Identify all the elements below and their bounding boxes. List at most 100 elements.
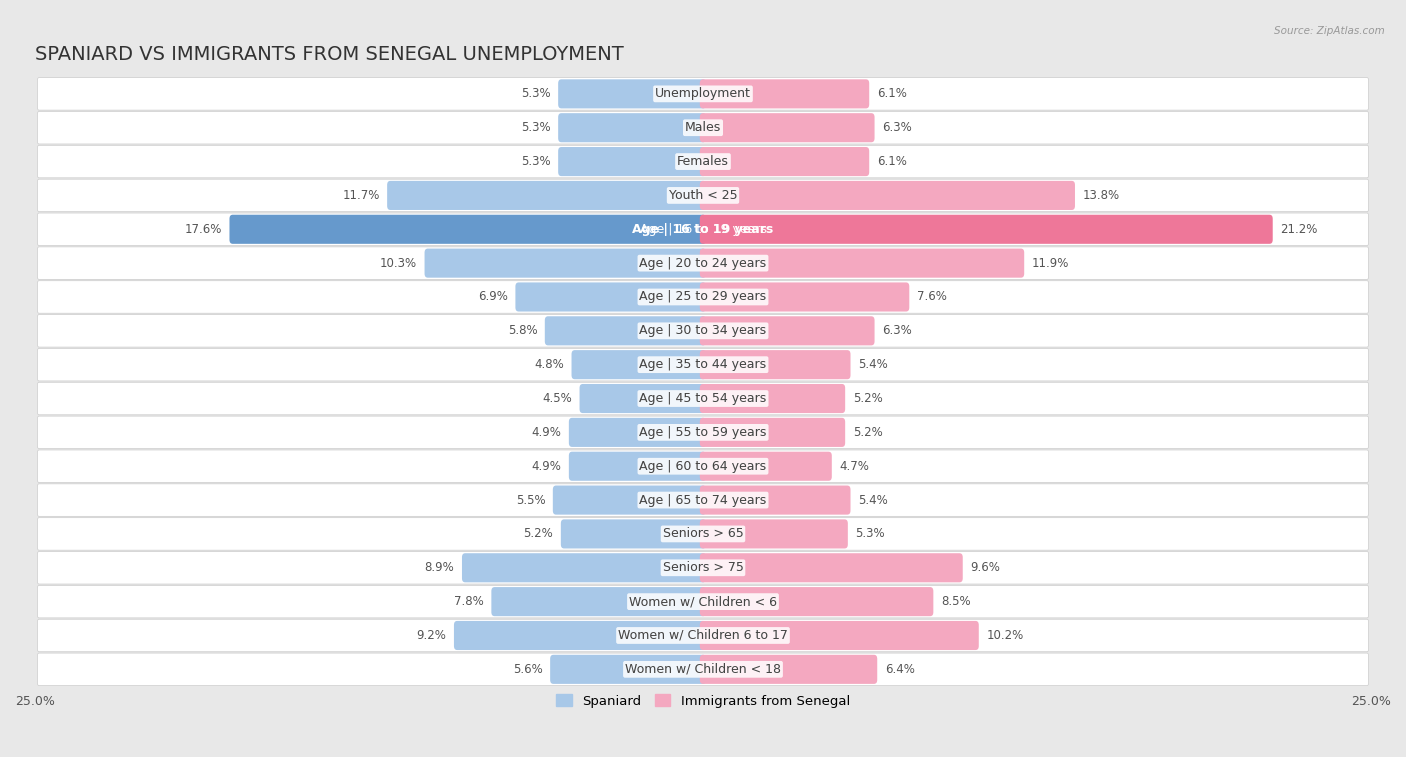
Text: Women w/ Children < 6: Women w/ Children < 6	[628, 595, 778, 608]
Text: 11.7%: 11.7%	[342, 189, 380, 202]
FancyBboxPatch shape	[700, 79, 869, 108]
Text: Women w/ Children 6 to 17: Women w/ Children 6 to 17	[619, 629, 787, 642]
Text: Women w/ Children < 18: Women w/ Children < 18	[626, 663, 780, 676]
Text: 7.6%: 7.6%	[917, 291, 946, 304]
FancyBboxPatch shape	[700, 181, 1076, 210]
FancyBboxPatch shape	[700, 655, 877, 684]
FancyBboxPatch shape	[700, 452, 832, 481]
FancyBboxPatch shape	[569, 452, 706, 481]
FancyBboxPatch shape	[569, 418, 706, 447]
Text: Age | 60 to 64 years: Age | 60 to 64 years	[640, 459, 766, 472]
Text: Age | 30 to 34 years: Age | 30 to 34 years	[640, 324, 766, 338]
Text: 7.8%: 7.8%	[454, 595, 484, 608]
Text: 5.6%: 5.6%	[513, 663, 543, 676]
FancyBboxPatch shape	[700, 316, 875, 345]
Text: 4.8%: 4.8%	[534, 358, 564, 371]
Text: Age | 25 to 29 years: Age | 25 to 29 years	[640, 291, 766, 304]
FancyBboxPatch shape	[550, 655, 706, 684]
FancyBboxPatch shape	[38, 213, 1368, 245]
Text: Age | 20 to 24 years: Age | 20 to 24 years	[640, 257, 766, 269]
Text: Females: Females	[678, 155, 728, 168]
Text: 9.2%: 9.2%	[416, 629, 447, 642]
Text: Age | 45 to 54 years: Age | 45 to 54 years	[640, 392, 766, 405]
Text: 13.8%: 13.8%	[1083, 189, 1119, 202]
FancyBboxPatch shape	[38, 247, 1368, 279]
FancyBboxPatch shape	[700, 485, 851, 515]
Text: 5.8%: 5.8%	[508, 324, 537, 338]
FancyBboxPatch shape	[229, 215, 706, 244]
Text: 5.2%: 5.2%	[523, 528, 554, 540]
FancyBboxPatch shape	[700, 621, 979, 650]
Text: 9.6%: 9.6%	[970, 561, 1000, 575]
Text: 6.1%: 6.1%	[877, 87, 907, 101]
FancyBboxPatch shape	[558, 79, 706, 108]
Text: Age | 65 to 74 years: Age | 65 to 74 years	[640, 494, 766, 506]
Text: Age | 55 to 59 years: Age | 55 to 59 years	[640, 426, 766, 439]
FancyBboxPatch shape	[700, 587, 934, 616]
Text: 8.9%: 8.9%	[425, 561, 454, 575]
FancyBboxPatch shape	[38, 585, 1368, 618]
FancyBboxPatch shape	[38, 653, 1368, 686]
FancyBboxPatch shape	[700, 350, 851, 379]
Text: 5.4%: 5.4%	[858, 358, 887, 371]
FancyBboxPatch shape	[454, 621, 706, 650]
Text: 5.2%: 5.2%	[852, 392, 883, 405]
Text: 5.3%: 5.3%	[855, 528, 884, 540]
Text: 6.3%: 6.3%	[882, 121, 911, 134]
Text: 21.2%: 21.2%	[1281, 223, 1317, 235]
FancyBboxPatch shape	[38, 382, 1368, 415]
FancyBboxPatch shape	[700, 248, 1024, 278]
Text: Youth < 25: Youth < 25	[669, 189, 737, 202]
FancyBboxPatch shape	[700, 215, 1272, 244]
Legend: Spaniard, Immigrants from Senegal: Spaniard, Immigrants from Senegal	[551, 689, 855, 713]
Text: Age | 65 to 74 years: Age | 65 to 74 years	[640, 494, 766, 506]
Text: 5.2%: 5.2%	[852, 426, 883, 439]
FancyBboxPatch shape	[38, 111, 1368, 144]
Text: 6.9%: 6.9%	[478, 291, 508, 304]
Text: Age | 45 to 54 years: Age | 45 to 54 years	[640, 392, 766, 405]
Text: Males: Males	[685, 121, 721, 134]
Text: Source: ZipAtlas.com: Source: ZipAtlas.com	[1274, 26, 1385, 36]
FancyBboxPatch shape	[38, 518, 1368, 550]
FancyBboxPatch shape	[463, 553, 706, 582]
FancyBboxPatch shape	[558, 147, 706, 176]
FancyBboxPatch shape	[571, 350, 706, 379]
Text: Age | 20 to 24 years: Age | 20 to 24 years	[640, 257, 766, 269]
Text: 5.3%: 5.3%	[522, 87, 551, 101]
Text: 6.3%: 6.3%	[882, 324, 911, 338]
Text: Age | 60 to 64 years: Age | 60 to 64 years	[640, 459, 766, 472]
Text: Women w/ Children 6 to 17: Women w/ Children 6 to 17	[619, 629, 787, 642]
Text: Age | 30 to 34 years: Age | 30 to 34 years	[640, 324, 766, 338]
Text: 5.3%: 5.3%	[522, 155, 551, 168]
FancyBboxPatch shape	[544, 316, 706, 345]
Text: 5.3%: 5.3%	[522, 121, 551, 134]
Text: Males: Males	[685, 121, 721, 134]
FancyBboxPatch shape	[38, 619, 1368, 652]
Text: Seniors > 65: Seniors > 65	[662, 528, 744, 540]
FancyBboxPatch shape	[516, 282, 706, 312]
FancyBboxPatch shape	[38, 416, 1368, 449]
Text: Seniors > 65: Seniors > 65	[662, 528, 744, 540]
FancyBboxPatch shape	[700, 418, 845, 447]
FancyBboxPatch shape	[38, 281, 1368, 313]
Text: 4.7%: 4.7%	[839, 459, 869, 472]
Text: Age | 25 to 29 years: Age | 25 to 29 years	[640, 291, 766, 304]
Text: Age | 35 to 44 years: Age | 35 to 44 years	[640, 358, 766, 371]
Text: Seniors > 75: Seniors > 75	[662, 561, 744, 575]
FancyBboxPatch shape	[425, 248, 706, 278]
FancyBboxPatch shape	[553, 485, 706, 515]
Text: 10.2%: 10.2%	[986, 629, 1024, 642]
FancyBboxPatch shape	[38, 450, 1368, 482]
FancyBboxPatch shape	[700, 384, 845, 413]
Text: 6.4%: 6.4%	[884, 663, 914, 676]
Text: Age | 16 to 19 years: Age | 16 to 19 years	[640, 223, 766, 235]
Text: Unemployment: Unemployment	[655, 87, 751, 101]
Text: 8.5%: 8.5%	[941, 595, 970, 608]
FancyBboxPatch shape	[38, 78, 1368, 110]
Text: 4.9%: 4.9%	[531, 459, 561, 472]
Text: Seniors > 75: Seniors > 75	[662, 561, 744, 575]
Text: SPANIARD VS IMMIGRANTS FROM SENEGAL UNEMPLOYMENT: SPANIARD VS IMMIGRANTS FROM SENEGAL UNEM…	[35, 45, 624, 64]
Text: 17.6%: 17.6%	[184, 223, 222, 235]
Text: Women w/ Children < 18: Women w/ Children < 18	[626, 663, 780, 676]
Text: Youth < 25: Youth < 25	[669, 189, 737, 202]
